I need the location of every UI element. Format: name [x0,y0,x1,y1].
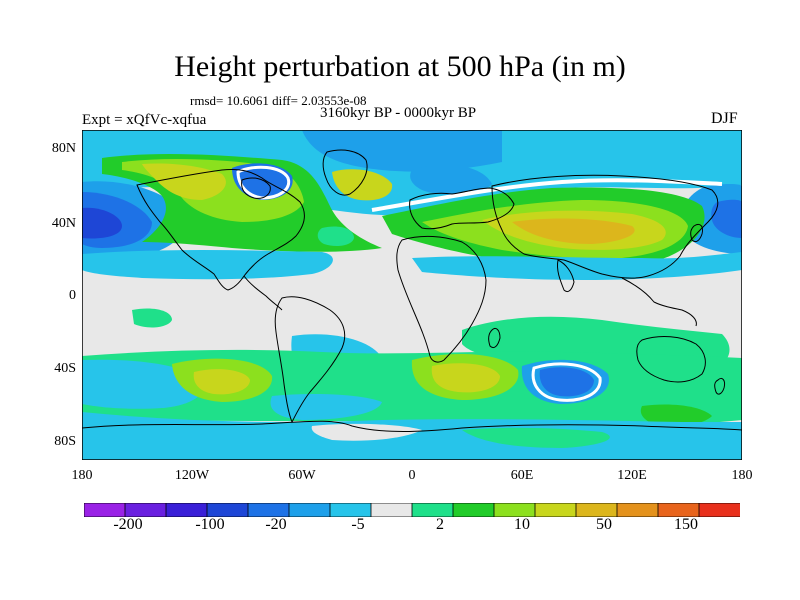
coast-asia [491,174,719,279]
colorbar-swatch [84,503,126,517]
lon-tick-180e: 180 [731,468,753,483]
colorbar-swatch [657,503,700,517]
lat-tick-40n: 40N [51,216,76,231]
antarctic-neutral [311,423,422,441]
lon-tick-0: 0 [408,468,416,483]
colorbar-label: 150 [674,516,698,533]
colorbar-label: -100 [195,516,225,533]
colorbar-swatch [616,503,659,517]
colorbar-label: 50 [596,516,612,533]
coast-india [557,259,575,293]
colorbar-swatch [452,503,495,517]
lat-tick-80n: 80N [51,141,76,156]
height-perturbation-map [82,130,742,460]
colorbar-swatch [288,503,331,517]
lon-tick-120e: 120E [617,468,647,483]
colorbar-swatch [124,503,167,517]
coast-north-america [136,169,305,291]
indian-ocean-low-ring [531,362,602,402]
colorbar-swatch [698,503,740,517]
plot-title: Height perturbation at 500 hPa (in m) [174,50,626,83]
atlantic-yellow [332,169,393,201]
colorbar-swatch [493,503,536,517]
coast-antarctica [82,420,742,432]
colorbar-label: 2 [436,516,444,533]
subtropical-cyan-east [412,252,742,280]
indian-ocean-low-core [539,367,594,397]
east-pacific-green-dot [132,308,172,328]
lon-tick-180w: 180 [71,468,93,483]
south-atlantic-high-core [431,363,500,393]
antarctic-green [640,404,712,427]
subtropical-cyan [82,250,333,280]
eurasian-gold [512,218,635,244]
colorbar [84,503,740,517]
statistics-label: rmsd= 10.6061 diff= 2.03553e-08 [190,93,367,108]
arctic-blue-patch [302,130,502,172]
colorbar-swatch [247,503,290,517]
hudson-low-ring [236,165,291,200]
lat-tick-0: 0 [69,288,76,303]
colorbar-label: -20 [265,516,287,533]
experiment-label: Expt = xQfVc-xqfua [82,112,207,128]
colorbar-swatch [165,503,208,517]
coast-europe [409,187,515,230]
south-pacific-high-core [193,369,250,395]
coast-madagascar [488,327,501,349]
lat-tick-40s: 40S [54,361,76,376]
south-pacific-cyan [270,394,382,420]
season-label: DJF [711,110,738,127]
coast-south-america [274,296,346,424]
tropical-green-patch [317,226,354,246]
coast-hudson-bay [241,177,271,199]
colorbar-swatch [370,503,413,517]
lon-tick-60w: 60W [288,468,316,483]
east-pacific-low-core [711,199,742,238]
colorbar-swatch [329,503,372,517]
coast-africa [396,235,487,363]
lon-tick-60e: 60E [510,468,534,483]
colorbar-swatch [534,503,577,517]
period-label: 3160kyr BP - 0000kyr BP [320,105,477,121]
coast-southeast-asia [621,277,697,327]
arctic-greenland-low [410,164,492,195]
lon-tick-120w: 120W [174,468,210,483]
north-pacific-low-core [82,207,122,239]
coastlines [82,149,742,432]
colorbar-swatch [206,503,249,517]
antarctic-green-east [462,427,610,448]
colorbar-label: -200 [113,516,143,533]
colorbar-label: 10 [514,516,530,533]
colorbar-swatch [575,503,618,517]
coast-australia [636,336,706,383]
colorbar-swatch [411,503,454,517]
colorbar-label: -5 [351,516,365,533]
coast-new-zealand [714,377,725,395]
lat-tick-80s: 80S [54,434,76,449]
coast-japan [690,223,703,243]
coast-greenland [322,149,368,196]
